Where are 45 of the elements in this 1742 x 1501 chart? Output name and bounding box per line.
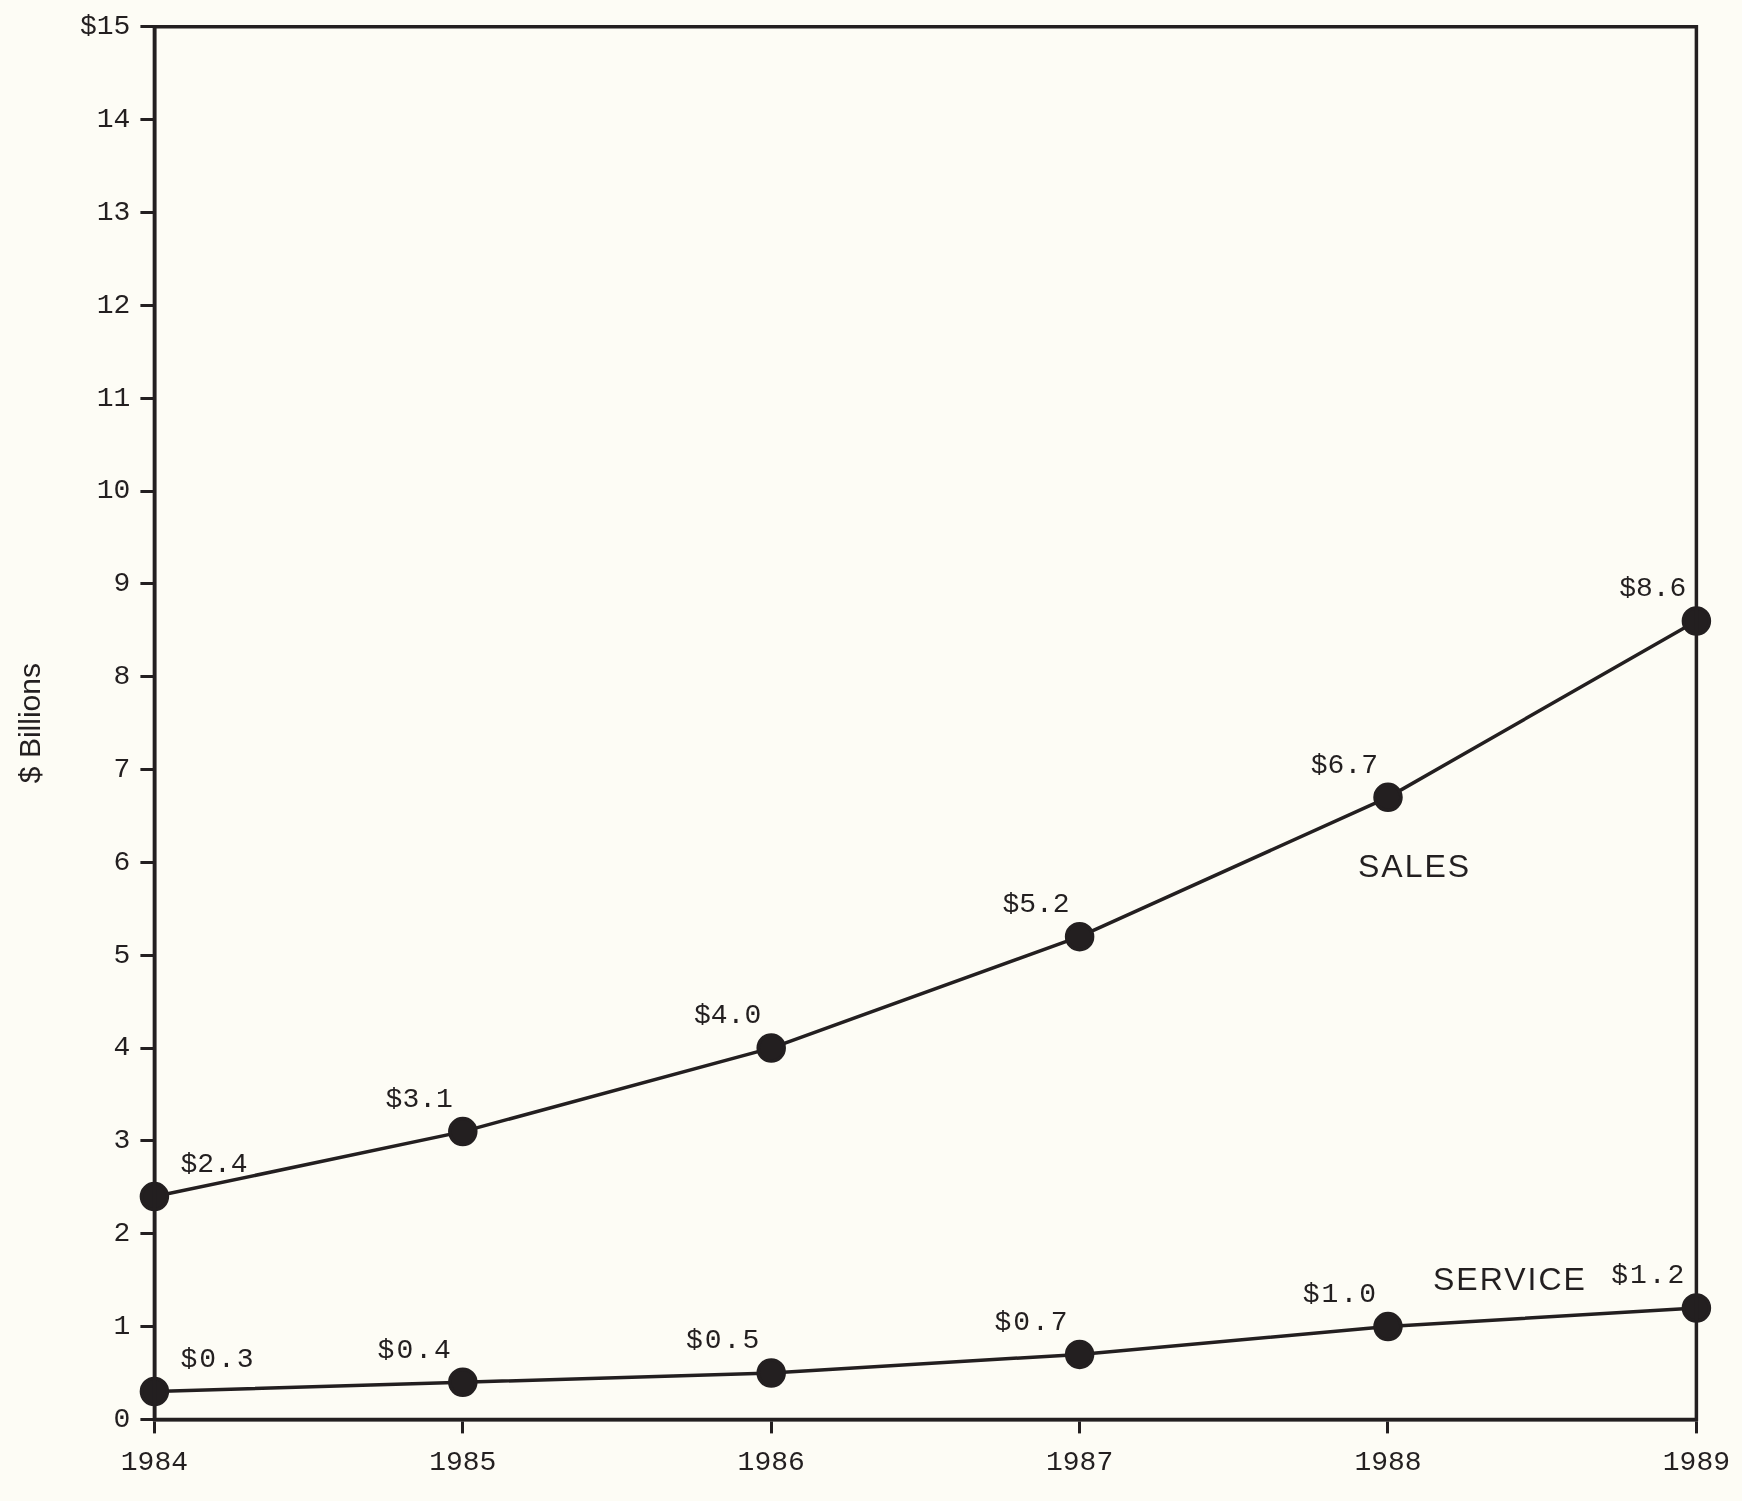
- point: [448, 1367, 478, 1398]
- data-label: $1.0: [1302, 1278, 1378, 1310]
- data-label: $4.0: [693, 1000, 762, 1032]
- y-tick-label: 4: [113, 1032, 131, 1064]
- y-tick-label: 13: [96, 196, 131, 228]
- y-tick-label: 9: [113, 568, 131, 600]
- y-tick-label: 2: [113, 1218, 131, 1250]
- y-axis-title: $ Billions: [13, 663, 47, 784]
- series-label: SERVICE: [1433, 1260, 1587, 1297]
- x-tick-label: 1986: [737, 1446, 805, 1478]
- y-tick-label: 5: [113, 939, 131, 971]
- y-tick-label: 8: [113, 661, 131, 693]
- data-label: $0.3: [180, 1343, 256, 1375]
- data-label: $0.7: [994, 1306, 1070, 1338]
- y-tick-label: 1: [113, 1310, 131, 1342]
- y-tick-label: 7: [113, 753, 131, 785]
- series-label: SALES: [1358, 848, 1472, 885]
- y-tick-label: 14: [96, 104, 131, 136]
- point: [1373, 782, 1403, 813]
- data-label: $3.1: [385, 1084, 453, 1115]
- x-tick-label: 1984: [120, 1446, 189, 1478]
- y-tick-label: 11: [96, 382, 131, 414]
- x-tick-label: 1989: [1662, 1446, 1730, 1478]
- y-tick-label: 10: [96, 475, 131, 507]
- y-tick-label: $15: [79, 11, 131, 43]
- data-label: $5.2: [1002, 889, 1070, 921]
- point: [1064, 921, 1095, 952]
- point: [1373, 1311, 1403, 1342]
- x-tick-label: 1987: [1045, 1446, 1114, 1478]
- data-label: $2.4: [180, 1148, 248, 1180]
- y-tick-label: 3: [113, 1125, 131, 1157]
- x-tick-label: 1988: [1354, 1446, 1422, 1478]
- data-label: $0.4: [377, 1334, 453, 1366]
- data-label: $8.6: [1619, 573, 1687, 605]
- y-tick-label: 0: [113, 1403, 131, 1435]
- point: [448, 1116, 478, 1147]
- y-tick-label: 6: [113, 846, 131, 878]
- x-tick-label: 1985: [429, 1446, 497, 1478]
- data-label: $0.5: [685, 1325, 762, 1357]
- y-tick-label: 12: [96, 289, 131, 321]
- data-label: $6.7: [1310, 749, 1378, 781]
- data-label: $1.2: [1611, 1260, 1687, 1292]
- point: [1064, 1339, 1095, 1370]
- point: [756, 1358, 786, 1388]
- point: [756, 1033, 786, 1063]
